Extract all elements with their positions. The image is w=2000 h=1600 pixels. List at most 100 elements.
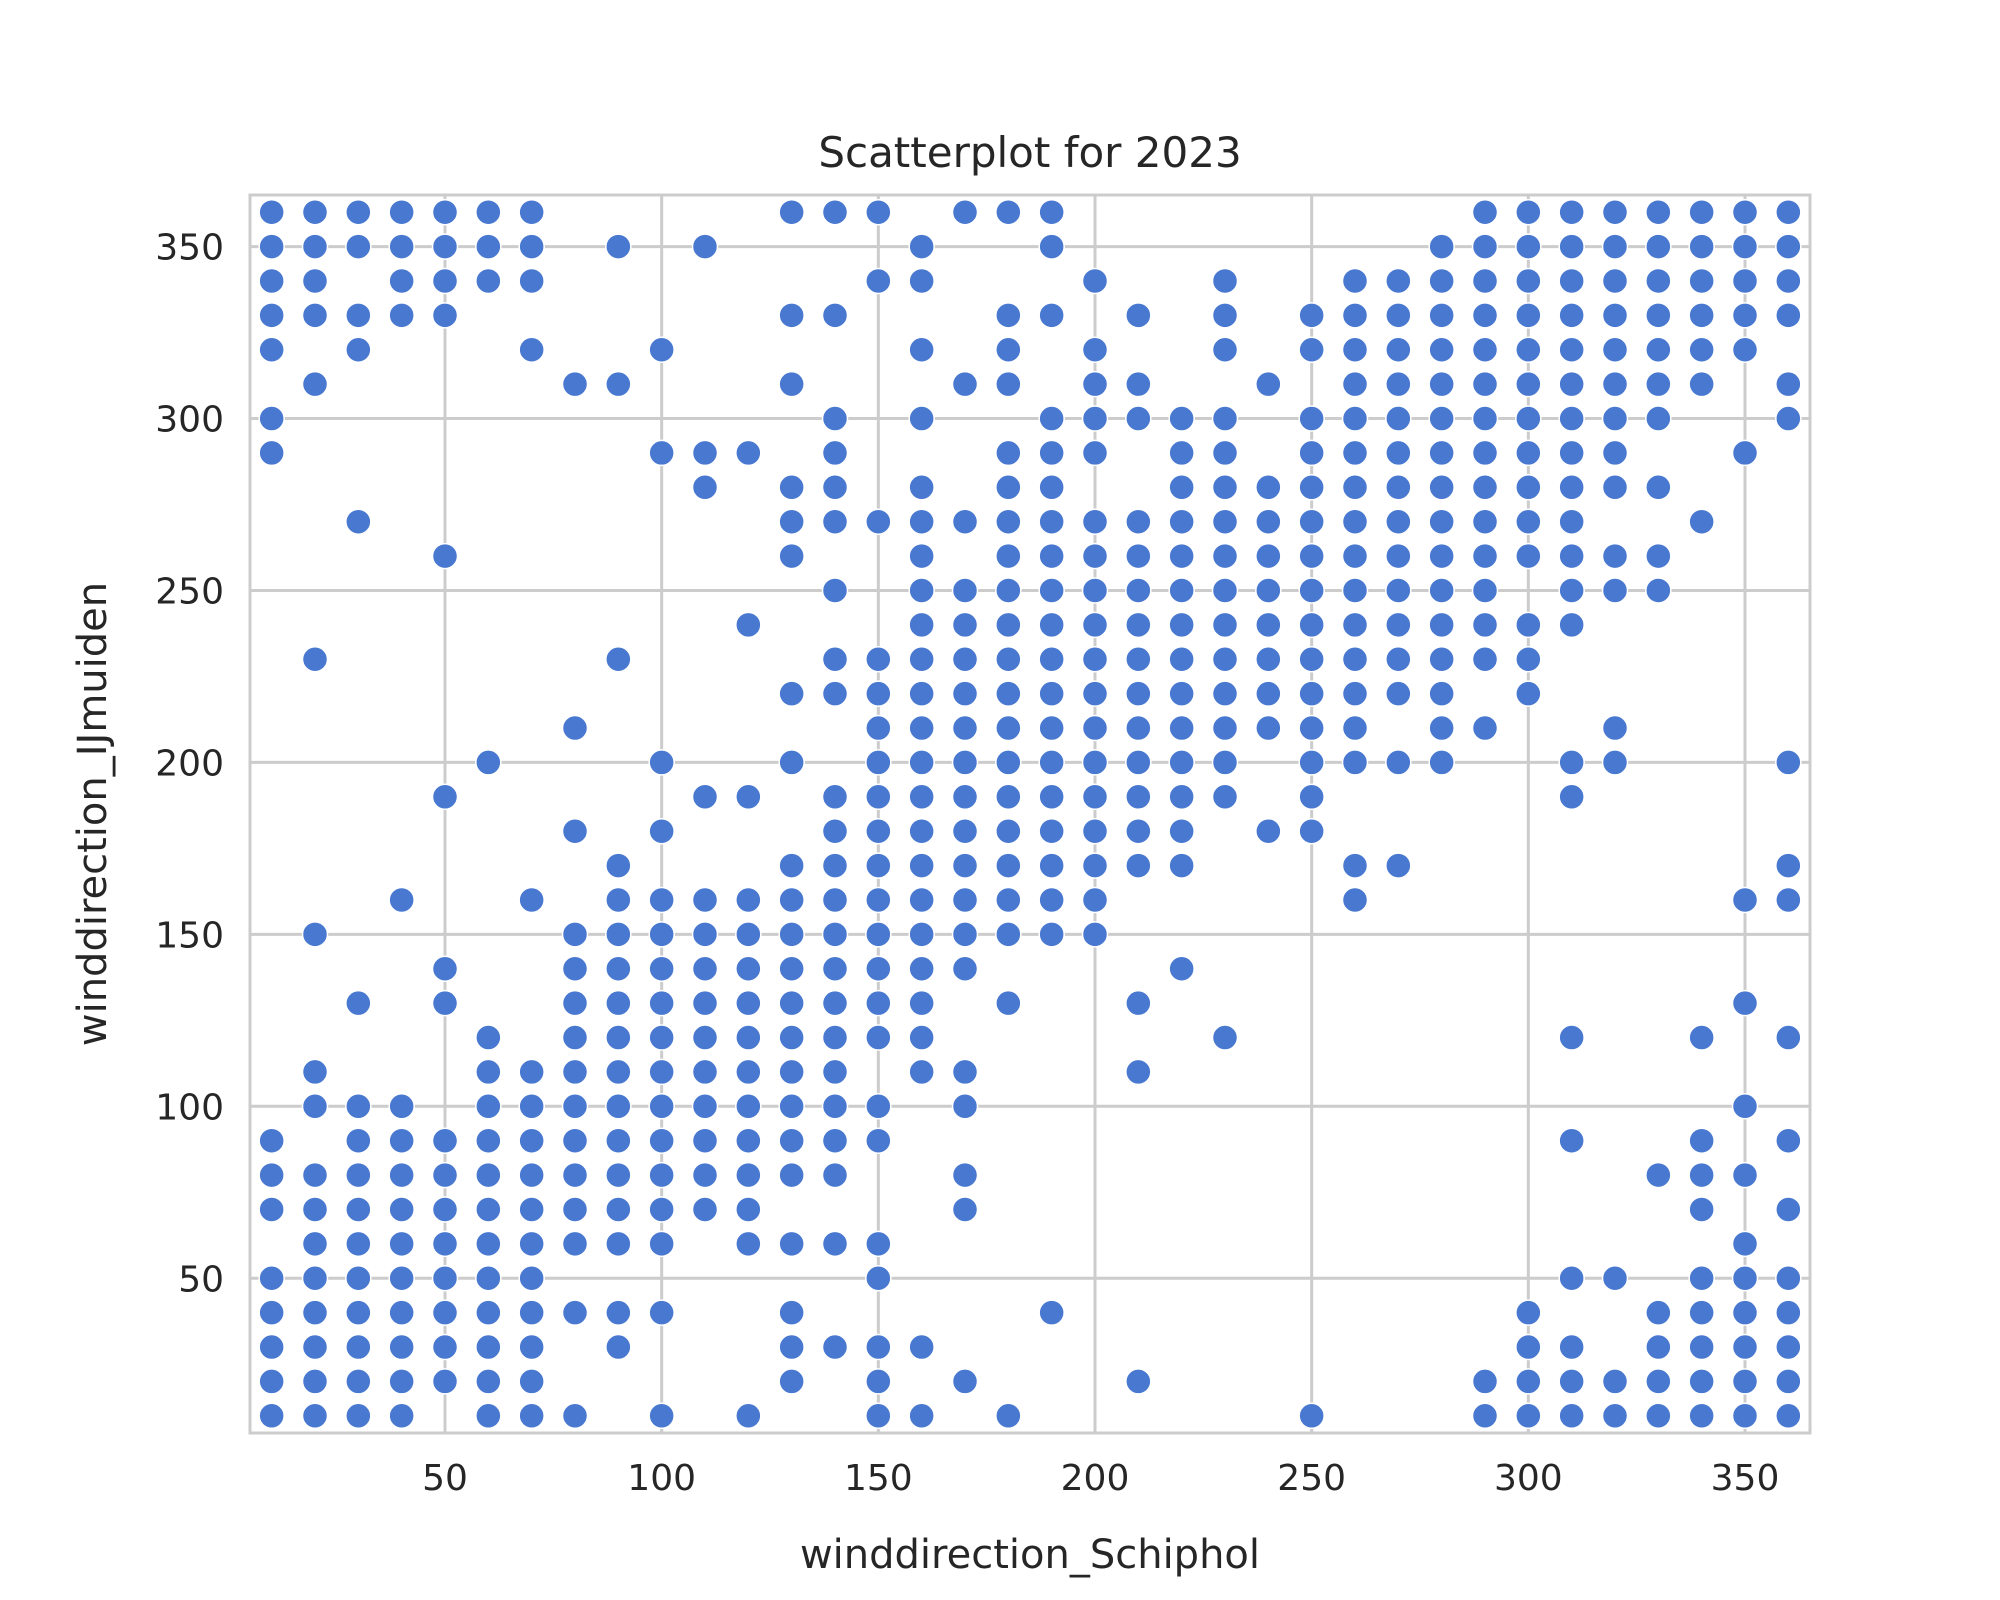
scatter-point (1558, 783, 1585, 811)
scatter-point (1168, 749, 1195, 776)
scatter-point (1298, 817, 1325, 845)
scatter-point (1298, 542, 1325, 570)
scatter-point (1558, 474, 1585, 501)
scatter-point (1428, 302, 1455, 329)
scatter-point (778, 1161, 805, 1189)
scatter-point (518, 1402, 545, 1430)
scatter-point (1211, 646, 1239, 673)
scatter-point (1558, 1333, 1585, 1361)
scatter-point (388, 1093, 415, 1120)
scatter-point (561, 370, 589, 398)
scatter-point (1558, 336, 1585, 363)
scatter-point (475, 749, 502, 776)
scatter-point (475, 267, 502, 295)
scatter-point (1125, 749, 1152, 776)
scatter-point (1558, 749, 1585, 776)
scatter-point (1731, 886, 1759, 914)
scatter-point (908, 749, 935, 776)
y-tick-label: 200 (155, 743, 224, 784)
scatter-point (865, 1265, 892, 1292)
scatter-point (1341, 749, 1369, 776)
scatter-point (1081, 783, 1109, 811)
scatter-point (1515, 267, 1542, 295)
scatter-point (1558, 1368, 1585, 1395)
scatter-point (1558, 1127, 1585, 1154)
scatter-point (475, 1196, 502, 1223)
scatter-point (345, 1196, 372, 1223)
scatter-point (951, 886, 979, 914)
scatter-point (735, 1127, 762, 1154)
scatter-point (951, 611, 979, 639)
scatter-point (1038, 611, 1065, 639)
scatter-point (735, 921, 762, 948)
scatter-point (995, 714, 1022, 742)
scatter-point (1558, 1024, 1585, 1051)
scatter-point (1775, 1127, 1802, 1154)
scatter-point (1775, 1265, 1802, 1292)
scatter-point (431, 1161, 459, 1189)
scatter-point (648, 1024, 675, 1051)
scatter-point (908, 955, 935, 982)
scatter-point (995, 783, 1022, 811)
scatter-point (821, 783, 849, 811)
scatter-point (1385, 508, 1412, 535)
scatter-point (1471, 474, 1499, 501)
scatter-point (1341, 852, 1369, 879)
scatter-point (648, 817, 675, 845)
scatter-point (475, 233, 502, 260)
scatter-point (1168, 646, 1195, 673)
scatter-point (865, 989, 892, 1017)
scatter-point (1211, 714, 1239, 742)
scatter-point (821, 1127, 849, 1154)
scatter-point (431, 1230, 459, 1258)
scatter-point (821, 439, 849, 467)
scatter-point (908, 852, 935, 879)
scatter-point (605, 1127, 632, 1154)
scatter-point (1081, 405, 1109, 432)
scatter-point (1601, 714, 1629, 742)
scatter-point (345, 508, 372, 535)
scatter-point (1601, 439, 1629, 467)
scatter-point (1255, 611, 1282, 639)
scatter-point (778, 1058, 805, 1086)
scatter-point (865, 714, 892, 742)
scatter-point (475, 1299, 502, 1326)
scatter-point (1125, 680, 1152, 707)
scatter-point (561, 1161, 589, 1189)
scatter-point (1515, 474, 1542, 501)
scatter-point (431, 1196, 459, 1223)
scatter-point (388, 1402, 415, 1430)
scatter-point (865, 886, 892, 914)
scatter-point (1645, 1333, 1672, 1361)
scatter-point (431, 302, 459, 329)
scatter-point (1731, 439, 1759, 467)
scatter-point (301, 370, 329, 398)
scatter-point (1125, 1058, 1152, 1086)
scatter-point (1601, 1368, 1629, 1395)
scatter-point (778, 1299, 805, 1326)
scatter-point (735, 955, 762, 982)
scatter-point (1688, 267, 1715, 295)
scatter-point (345, 1333, 372, 1361)
y-axis-label: winddirection_IJmuiden (70, 582, 116, 1046)
scatter-point (345, 1368, 372, 1395)
scatter-point (1341, 267, 1369, 295)
scatter-point (301, 1196, 329, 1223)
scatter-point (1385, 405, 1412, 432)
scatter-point (1168, 680, 1195, 707)
scatter-point (951, 1058, 979, 1086)
scatter-point (1211, 783, 1239, 811)
scatter-point (1428, 577, 1455, 604)
scatter-point (778, 886, 805, 914)
scatter-point (258, 267, 285, 295)
scatter-point (605, 646, 632, 673)
scatter-point (951, 714, 979, 742)
scatter-point (821, 508, 849, 535)
scatter-point (1038, 680, 1065, 707)
scatter-point (1081, 508, 1109, 535)
scatter-point (821, 1024, 849, 1051)
scatter-point (1731, 1265, 1759, 1292)
scatter-point (951, 508, 979, 535)
scatter-point (1038, 474, 1065, 501)
scatter-point (605, 233, 632, 260)
